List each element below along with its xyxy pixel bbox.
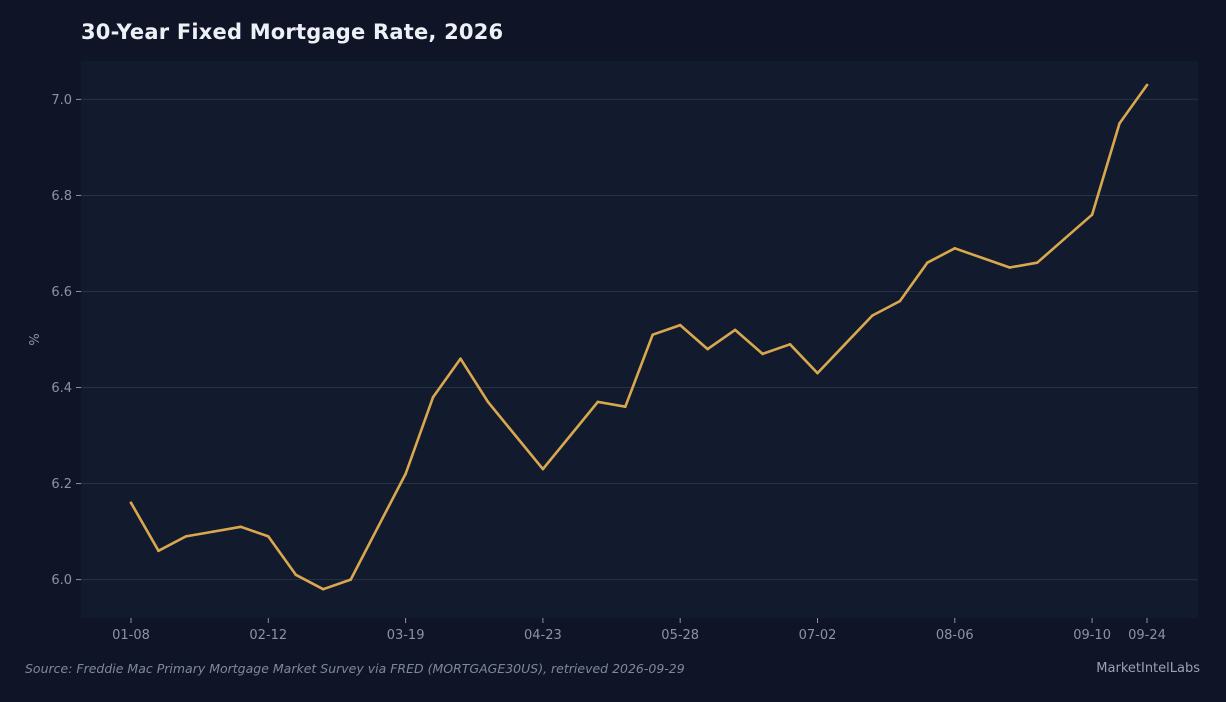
data-point: [953, 246, 957, 250]
data-point: [871, 314, 874, 317]
data-point: [239, 525, 243, 529]
data-point: [733, 328, 737, 332]
y-axis-ticks: 6.0 6.2 6.4 6.6 6.8 7.0: [51, 93, 81, 588]
data-point: [1063, 237, 1066, 240]
data-point: [1090, 213, 1094, 216]
plot-area: [81, 61, 1198, 618]
data-point: [129, 501, 133, 505]
data-point: [459, 357, 462, 361]
x-tick-label: 08-06: [936, 628, 974, 643]
x-axis-ticks: 01-08 02-12 03-19 04-23 05-28 07-02 08-06 09-10…: [112, 618, 1166, 643]
x-tick-label: 02-12: [249, 628, 287, 643]
y-tick-label: 6.6: [51, 285, 72, 300]
x-tick-label: 05-28: [661, 628, 699, 643]
data-point: [376, 525, 380, 529]
x-tick-label: 01-08: [112, 628, 150, 643]
y-tick-label: 6.2: [51, 477, 72, 492]
data-point: [926, 261, 929, 264]
brand-label: MarketIntelLabs: [1096, 661, 1200, 676]
data-point: [678, 323, 682, 327]
data-point: [980, 256, 984, 260]
chart-title: 30-Year Fixed Mortgage Rate, 2026: [81, 20, 504, 44]
data-point: [212, 530, 215, 533]
data-point: [157, 549, 160, 553]
y-tick-label: 7.0: [51, 93, 72, 108]
data-point: [1035, 261, 1039, 264]
data-point: [788, 343, 792, 346]
data-point: [1008, 266, 1012, 269]
data-point: [898, 299, 902, 303]
x-tick-label: 09-24: [1128, 628, 1166, 643]
data-point: [184, 535, 188, 538]
data-point: [349, 578, 352, 581]
y-tick-label: 6.4: [51, 381, 72, 396]
data-point: [294, 573, 298, 577]
series-layer: [129, 83, 1149, 591]
data-point: [514, 434, 517, 437]
data-point: [266, 535, 270, 538]
y-tick-label: 6.8: [51, 189, 72, 204]
x-tick-label: 07-02: [799, 628, 837, 643]
data-point: [404, 472, 407, 476]
x-tick-label: 04-23: [524, 628, 562, 643]
y-axis-label: %: [28, 333, 43, 345]
data-point: [843, 343, 847, 346]
series-line: [129, 83, 1149, 591]
data-point: [541, 467, 545, 471]
x-tick-label: 09-10: [1073, 628, 1111, 643]
data-point: [596, 400, 600, 404]
data-point: [816, 371, 819, 375]
data-point: [623, 405, 627, 409]
data-point: [569, 434, 572, 437]
y-tick-label: 6.0: [51, 573, 72, 588]
data-point: [1118, 122, 1121, 125]
grid-lines: [81, 98, 1198, 581]
data-point: [486, 400, 490, 404]
data-point: [1145, 83, 1149, 87]
data-point: [431, 395, 435, 399]
source-note: Source: Freddie Mac Primary Mortgage Mar…: [25, 661, 685, 676]
data-point: [651, 333, 655, 336]
data-point: [706, 347, 709, 351]
data-point: [761, 352, 764, 356]
data-point: [321, 587, 325, 591]
x-tick-label: 03-19: [387, 628, 425, 643]
